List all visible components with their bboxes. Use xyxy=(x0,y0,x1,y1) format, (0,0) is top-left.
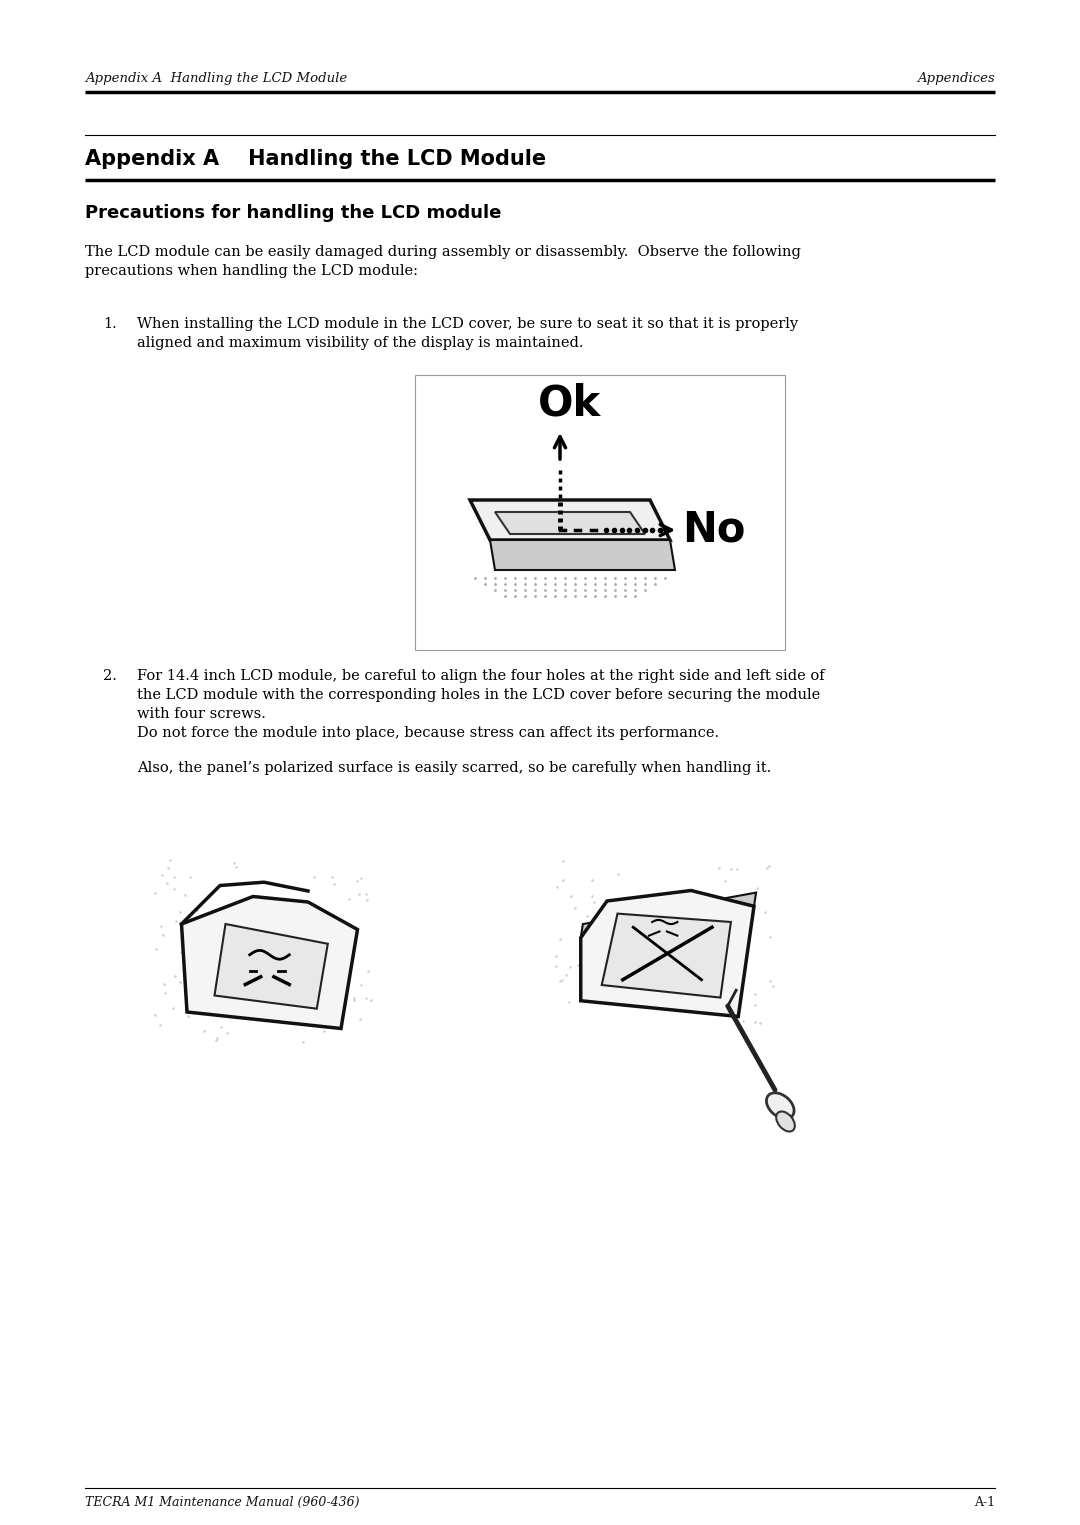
Text: Appendix A  Handling the LCD Module: Appendix A Handling the LCD Module xyxy=(85,72,348,85)
Text: TECRA M1 Maintenance Manual (960-436): TECRA M1 Maintenance Manual (960-436) xyxy=(85,1496,360,1510)
Text: the LCD module with the corresponding holes in the LCD cover before securing the: the LCD module with the corresponding ho… xyxy=(137,688,820,702)
Ellipse shape xyxy=(777,1112,795,1132)
Text: 2.: 2. xyxy=(103,669,117,683)
Polygon shape xyxy=(581,891,754,1017)
Text: Ok: Ok xyxy=(538,381,602,424)
Polygon shape xyxy=(215,924,328,1008)
Text: When installing the LCD module in the LCD cover, be sure to seat it so that it i: When installing the LCD module in the LC… xyxy=(137,317,798,331)
Text: precautions when handling the LCD module:: precautions when handling the LCD module… xyxy=(85,264,418,278)
Polygon shape xyxy=(470,500,670,540)
Polygon shape xyxy=(495,512,645,534)
Text: 1.: 1. xyxy=(103,317,117,331)
Text: Also, the panel’s polarized surface is easily scarred, so be carefully when hand: Also, the panel’s polarized surface is e… xyxy=(137,761,771,775)
Text: The LCD module can be easily damaged during assembly or disassembly.  Observe th: The LCD module can be easily damaged dur… xyxy=(85,246,801,259)
Text: Appendices: Appendices xyxy=(917,72,995,85)
Polygon shape xyxy=(490,540,675,570)
Text: with four screws.: with four screws. xyxy=(137,708,266,721)
Text: For 14.4 inch LCD module, be careful to align the four holes at the right side a: For 14.4 inch LCD module, be careful to … xyxy=(137,669,825,683)
Text: Precautions for handling the LCD module: Precautions for handling the LCD module xyxy=(85,204,501,223)
Text: A-1: A-1 xyxy=(974,1496,995,1510)
Polygon shape xyxy=(602,913,731,997)
Bar xyxy=(415,375,785,650)
Text: Do not force the module into place, because stress can affect its performance.: Do not force the module into place, beca… xyxy=(137,726,719,740)
Ellipse shape xyxy=(767,1093,794,1119)
Text: aligned and maximum visibility of the display is maintained.: aligned and maximum visibility of the di… xyxy=(137,336,583,351)
Polygon shape xyxy=(581,892,756,938)
Text: No: No xyxy=(681,509,745,551)
Polygon shape xyxy=(181,897,357,1028)
Text: Appendix A    Handling the LCD Module: Appendix A Handling the LCD Module xyxy=(85,149,546,169)
